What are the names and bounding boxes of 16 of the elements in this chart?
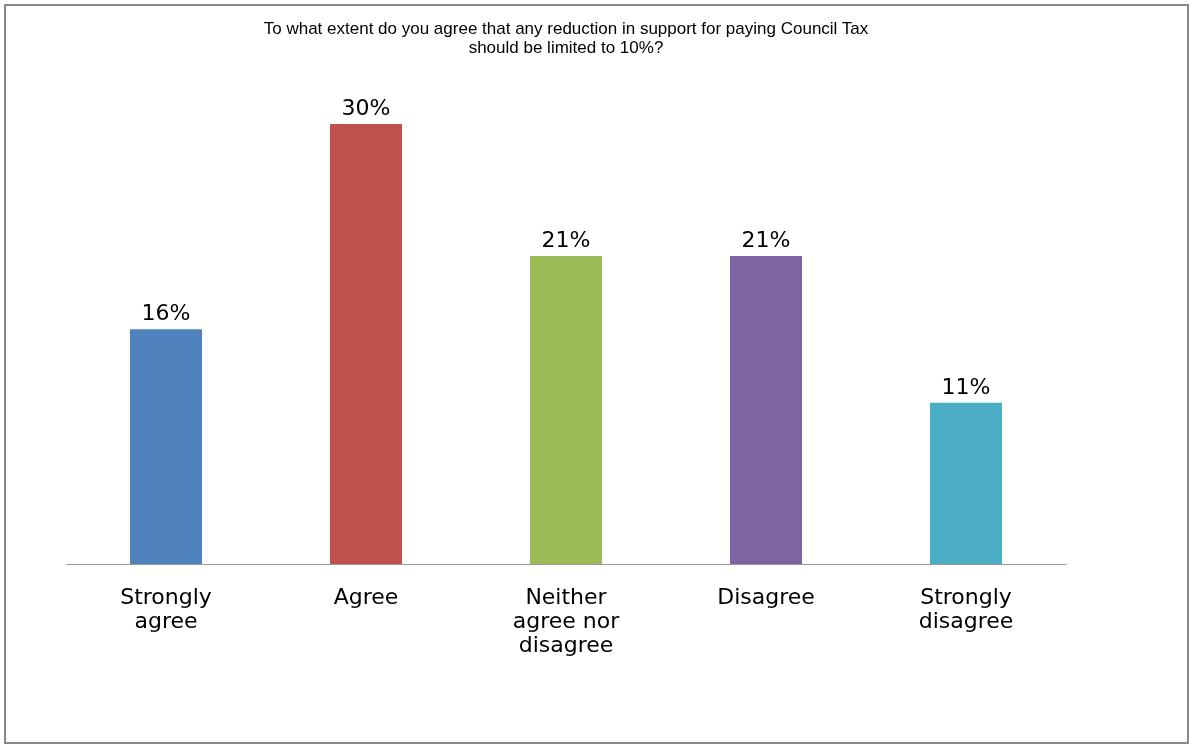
data-label: 21% [741, 227, 791, 252]
bar [930, 402, 1002, 564]
data-label: 30% [341, 95, 391, 120]
bar [730, 256, 802, 564]
x-tick-label: Neither agree nor disagree [512, 583, 621, 657]
bar [130, 329, 202, 564]
x-tick-label: Disagree [717, 583, 815, 609]
data-label: 21% [541, 227, 591, 252]
data-label: 11% [941, 373, 991, 399]
x-tick-label: Strongly agree [120, 583, 212, 633]
chart-title: To what extent do you agree that any reduction in support for paying Council Tax should be limited to 10%? [263, 19, 869, 57]
x-tick-label: Agree [333, 583, 399, 609]
bar [530, 256, 602, 564]
x-tick-label: Strongly disagree [918, 583, 1014, 633]
bar [330, 124, 402, 564]
data-label: 16% [141, 300, 191, 326]
